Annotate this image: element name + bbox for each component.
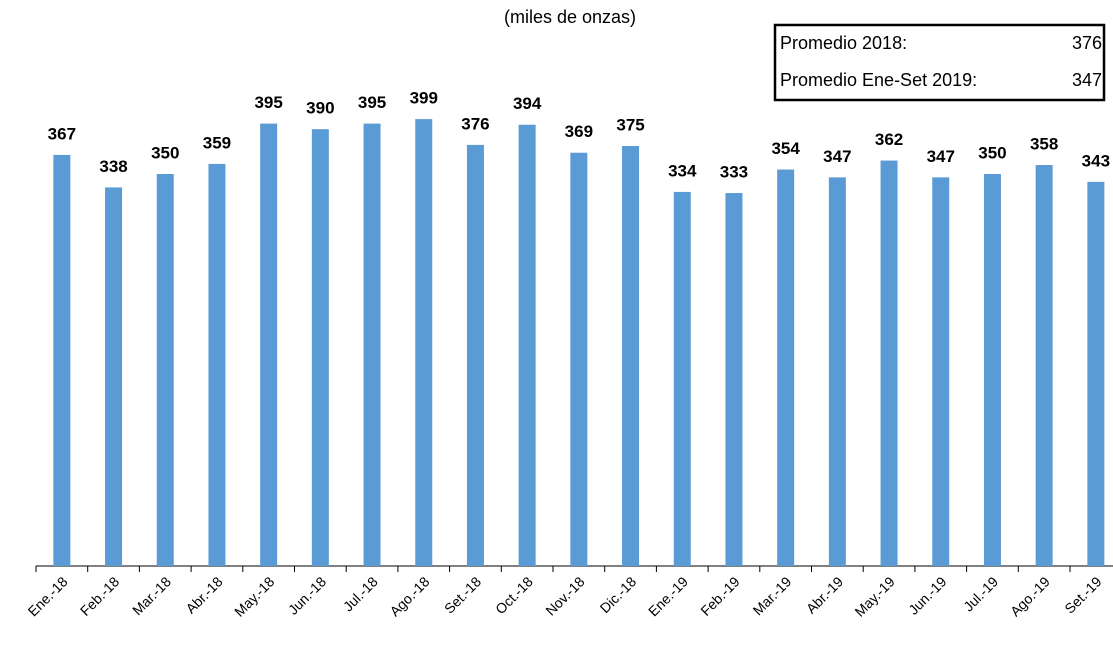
x-tick-label: Jul.-19 <box>960 573 1001 614</box>
data-label: 354 <box>771 139 800 158</box>
x-tick-label: Ago.-19 <box>1007 573 1053 619</box>
bar <box>53 154 71 566</box>
bar <box>260 123 278 566</box>
bar <box>777 169 795 566</box>
data-label: 395 <box>254 93 282 112</box>
x-tick-label: Feb.-19 <box>697 573 743 619</box>
x-tick-label: Mar.-19 <box>750 573 795 618</box>
bar <box>311 129 329 566</box>
x-tick-label: Jun.-18 <box>285 573 329 617</box>
bar <box>622 146 640 566</box>
bar <box>673 191 691 567</box>
data-label: 394 <box>513 94 542 113</box>
chart-subtitle: (miles de onzas) <box>504 7 636 27</box>
data-label: 399 <box>410 89 438 108</box>
data-label: 395 <box>358 93 386 112</box>
bar <box>828 177 846 567</box>
data-label: 367 <box>48 124 76 143</box>
data-label: 358 <box>1030 135 1058 154</box>
data-label: 347 <box>823 147 851 166</box>
bar <box>363 123 381 566</box>
x-tick-label: Dic.-18 <box>597 573 640 616</box>
data-label: 369 <box>565 122 593 141</box>
data-label: 333 <box>720 163 748 182</box>
bar <box>415 119 433 567</box>
legend-label: Promedio Ene-Set 2019: <box>780 70 977 90</box>
x-tick-label: Ene.-19 <box>645 573 691 619</box>
x-tick-label: Abr.-18 <box>182 573 225 616</box>
data-label: 343 <box>1082 151 1110 170</box>
legend-box <box>773 23 1106 102</box>
legend-value: 347 <box>1072 70 1102 90</box>
bar <box>208 163 226 567</box>
bar <box>156 174 174 566</box>
data-label: 350 <box>151 143 179 162</box>
x-tick-label: Jun.-19 <box>905 573 949 617</box>
data-label: 375 <box>616 115 644 134</box>
bar <box>725 193 743 567</box>
x-tick-label: Abr.-19 <box>803 573 846 616</box>
x-tick-label: Nov.-18 <box>542 573 587 618</box>
bar <box>570 152 588 566</box>
x-tick-label: Oct.-18 <box>492 573 536 617</box>
data-label: 350 <box>978 143 1006 162</box>
x-tick-label: Jul.-18 <box>340 573 381 614</box>
x-tick-label: Feb.-18 <box>77 573 123 619</box>
x-tick-label: Set.-18 <box>441 573 484 616</box>
data-label: 338 <box>99 157 127 176</box>
x-tick-label: Ago.-18 <box>386 573 432 619</box>
bar <box>105 187 123 566</box>
bar <box>518 124 536 566</box>
data-label: 359 <box>203 133 231 152</box>
x-tick-label: Set.-19 <box>1061 573 1104 616</box>
legend-label: Promedio 2018: <box>780 33 907 53</box>
bar <box>983 174 1001 566</box>
bar <box>1087 181 1105 566</box>
x-tick-label: Ene.-18 <box>25 573 71 619</box>
x-tick-label: Mar.-18 <box>129 573 174 618</box>
bar <box>932 177 950 567</box>
data-label: 376 <box>461 114 489 133</box>
data-label: 334 <box>668 161 697 180</box>
bar <box>466 144 484 566</box>
data-label: 362 <box>875 130 903 149</box>
x-tick-label: May.-19 <box>851 573 897 619</box>
data-label: 347 <box>927 147 955 166</box>
legend-value: 376 <box>1072 33 1102 53</box>
x-tick-label: May.-18 <box>231 573 277 619</box>
data-label: 390 <box>306 99 334 118</box>
bar <box>1035 165 1053 567</box>
bar <box>880 160 898 566</box>
